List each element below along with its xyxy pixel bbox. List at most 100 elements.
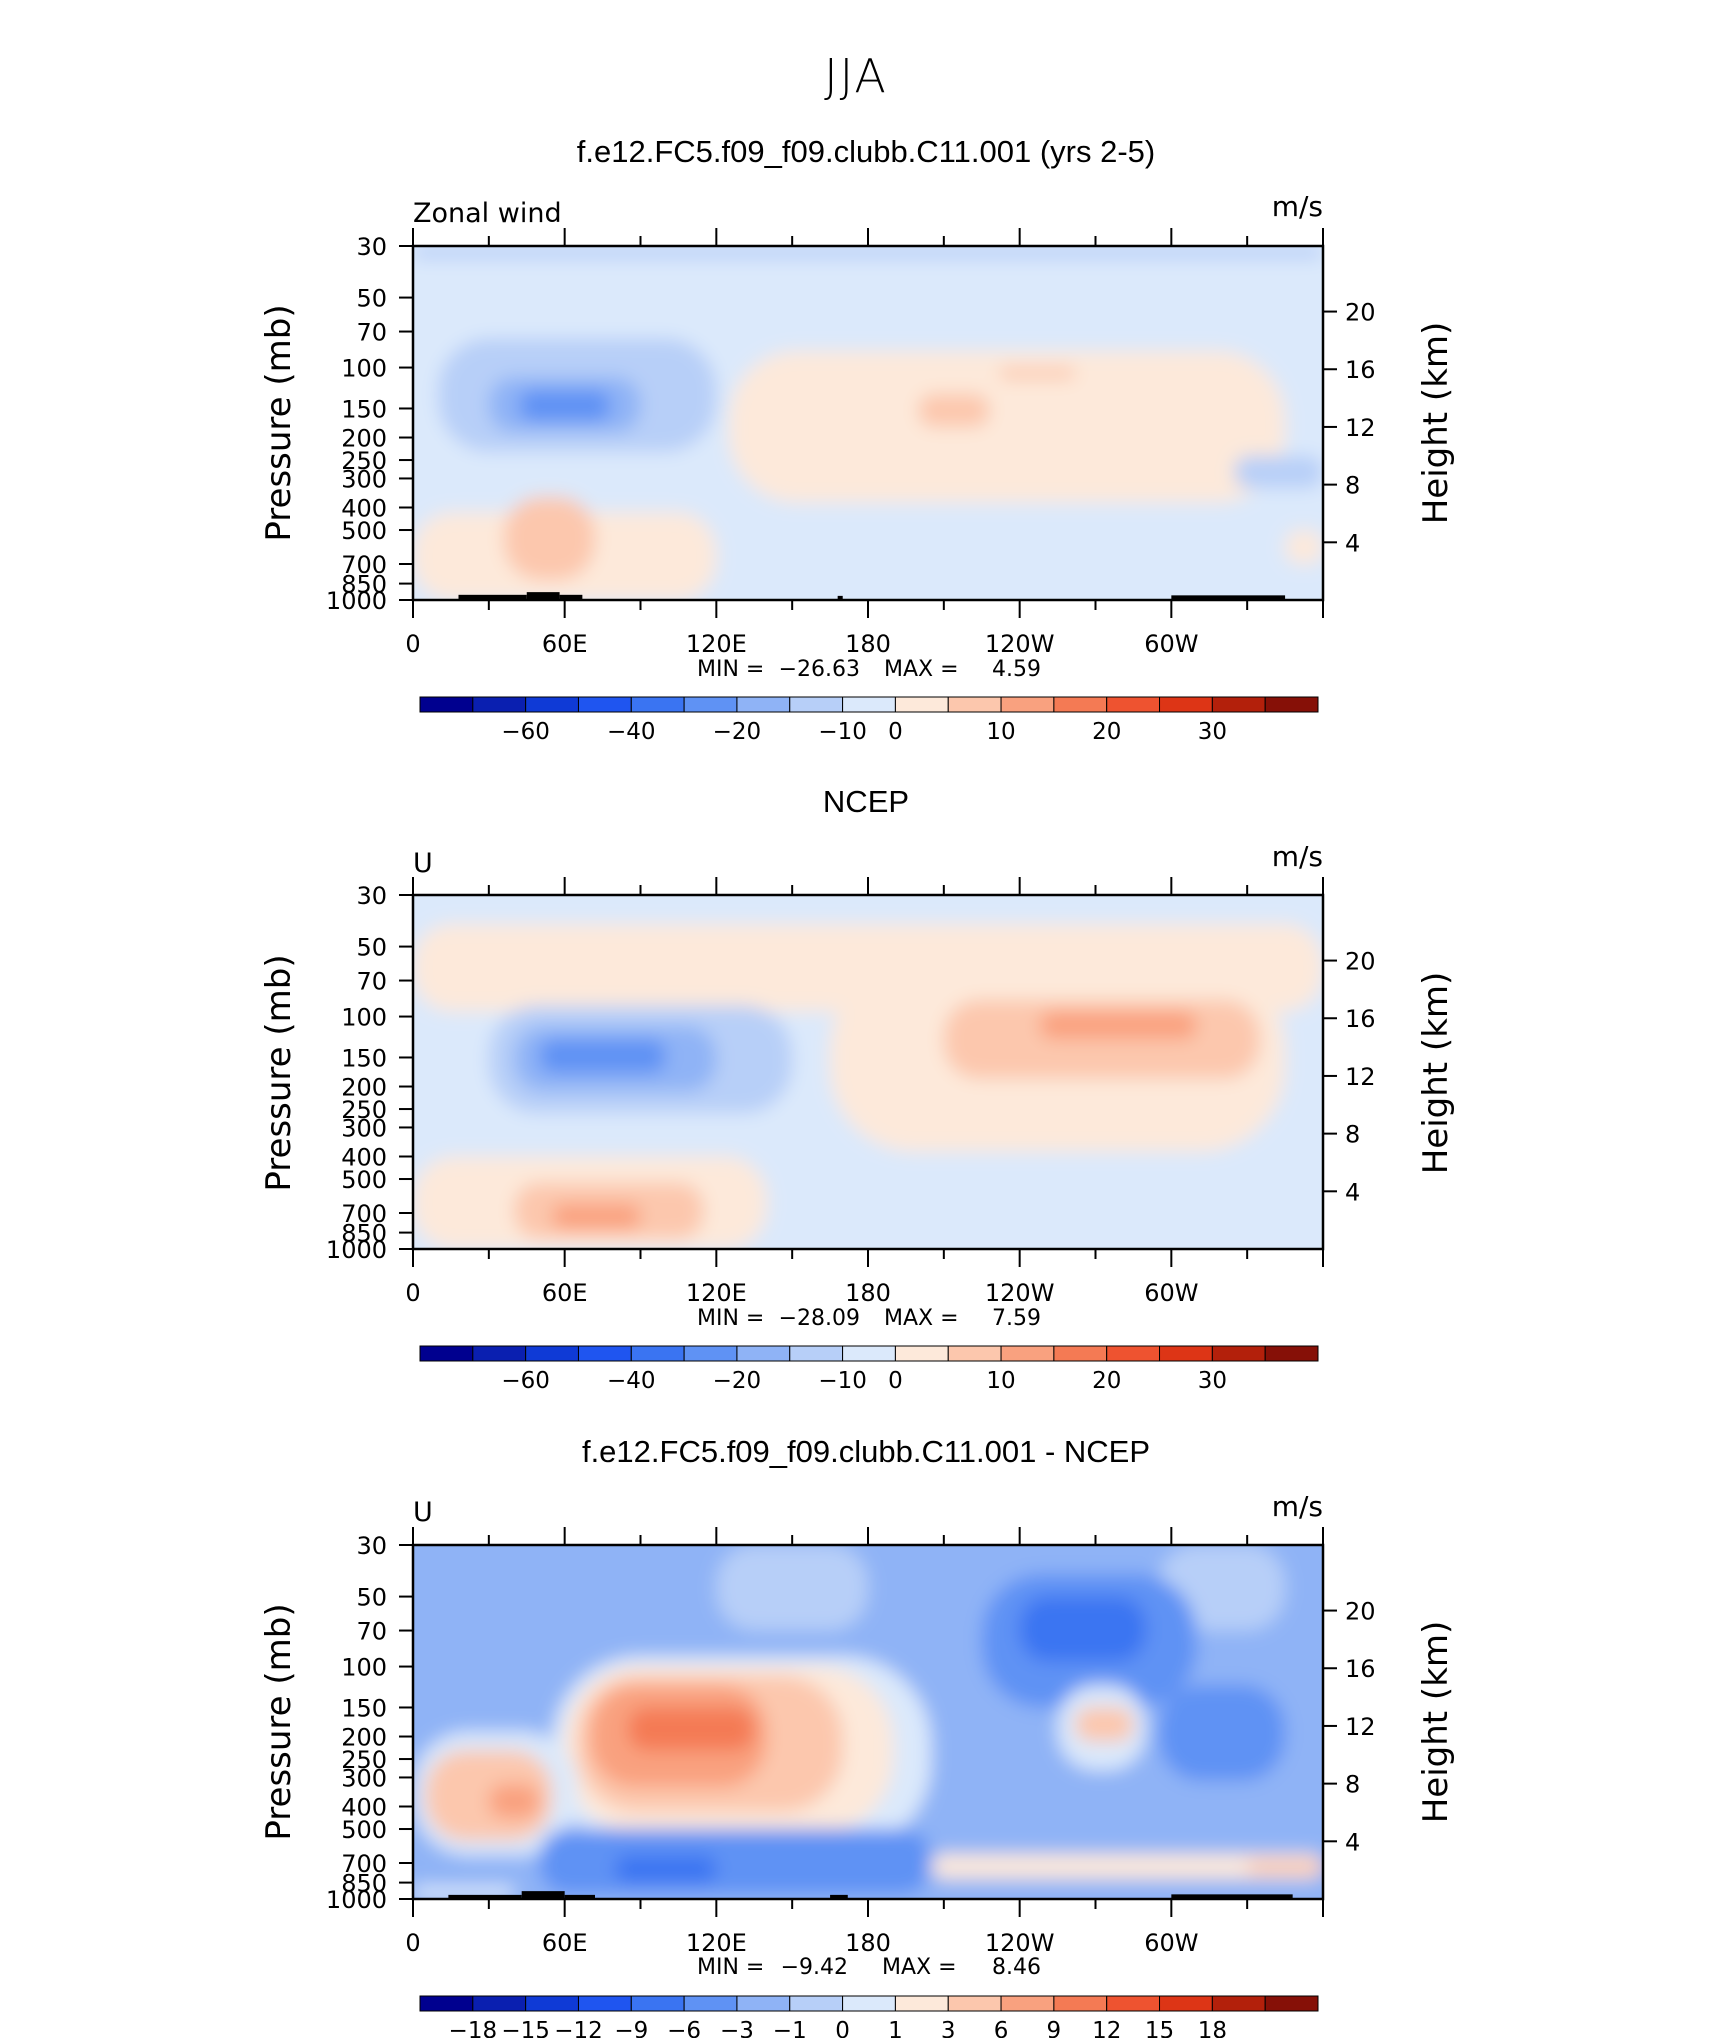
colorbar-tick-label: 20	[1092, 719, 1121, 745]
topography-block	[837, 595, 843, 600]
colorbar-swatch	[894, 696, 949, 713]
min-label: MIN =	[697, 657, 764, 682]
y-tick-label: 150	[341, 1044, 387, 1072]
colorbar-swatch	[947, 696, 1002, 713]
topography-block	[830, 1894, 848, 1899]
contour-region	[728, 351, 1286, 503]
x-tick-label: 120W	[985, 1929, 1055, 1957]
x-tick-label: 120W	[985, 630, 1055, 658]
x-tick-label: 180	[845, 1929, 891, 1957]
height-tick-label: 20	[1345, 1598, 1376, 1626]
max-value: 4.59	[992, 657, 1041, 682]
max-label: MAX =	[884, 1306, 959, 1331]
colorbar-swatch	[1211, 1995, 1266, 2012]
units-label: m/s	[1272, 190, 1323, 223]
colorbar-tick-label: −12	[554, 2018, 603, 2038]
y-axis-right: 20 16 12 8 4	[1323, 1598, 1376, 1856]
y-tick-label: 50	[356, 1584, 387, 1612]
contour-region	[552, 1203, 641, 1229]
topography-block	[448, 1894, 522, 1899]
contour-fill	[413, 895, 1323, 1249]
colorbar-tick-label: 0	[888, 719, 903, 745]
colorbar-swatch	[947, 1995, 1002, 2012]
y-axis-label: Pressure (mb)	[259, 954, 299, 1191]
colorbar-swatch	[1053, 696, 1108, 713]
colorbar-swatch	[630, 1345, 685, 1362]
height-tick-label: 4	[1345, 1828, 1360, 1856]
height-tick-label: 8	[1345, 472, 1360, 500]
colorbar-tick-label: 18	[1198, 2018, 1227, 2038]
panel-model: f.e12.FC5.f09_f09.clubb.C11.001 (yrs 2-5…	[259, 134, 1456, 745]
colorbar-swatch	[1159, 1345, 1213, 1362]
contour-fill	[413, 1545, 1323, 1899]
y-tick-label: 700	[341, 1850, 387, 1878]
height-tick-label: 16	[1345, 356, 1376, 384]
variable-label: Zonal wind	[413, 198, 562, 229]
y-tick-label: 300	[341, 1764, 387, 1792]
contour-region	[1075, 1707, 1134, 1742]
colorbar-tick-label: −6	[667, 2018, 701, 2038]
y-tick-label: 200	[341, 425, 387, 453]
colorbar-tick-label: −10	[818, 719, 867, 745]
colorbar-swatch	[472, 1995, 527, 2012]
colorbar-swatch	[1211, 1345, 1266, 1362]
y-tick-label: 30	[356, 1532, 387, 1560]
y-tick-label: 100	[341, 1004, 387, 1032]
colorbar-swatch	[736, 1995, 791, 2012]
y-tick-label: 500	[341, 1816, 387, 1844]
colorbar-swatch	[1106, 1995, 1161, 2012]
colorbar-swatch	[1211, 696, 1266, 713]
topography-block	[1171, 595, 1286, 600]
panel-title: NCEP	[823, 784, 909, 819]
colorbar-swatch	[1264, 696, 1319, 713]
colorbar-tick-label: 30	[1198, 1368, 1227, 1394]
colorbar-swatch	[419, 1345, 474, 1362]
y-tick-label: 400	[341, 494, 387, 522]
colorbar-tick-label: 0	[835, 2018, 850, 2038]
colorbar-tick-label: −1	[773, 2018, 807, 2038]
panel-ncep: NCEP U m/s 30507010015020025030040050070…	[259, 784, 1456, 1394]
y-axis-right: 20 16 12 8 4	[1323, 299, 1376, 557]
y-tick-label: 700	[341, 1200, 387, 1228]
contour-region	[519, 390, 611, 422]
colorbar-swatch	[683, 1995, 738, 2012]
y-tick-label: 400	[341, 1143, 387, 1171]
y-tick-label: 500	[341, 1166, 387, 1194]
colorbar-swatch	[789, 696, 844, 713]
min-value: −28.09	[779, 1306, 860, 1331]
x-tick-label: 60W	[1144, 1929, 1198, 1957]
topography-mask	[448, 1891, 1293, 1899]
colorbar-swatch	[577, 1345, 632, 1362]
contour-region	[931, 1853, 1323, 1879]
colorbar-swatch	[1000, 1345, 1055, 1362]
y-tick-label: 850	[341, 1870, 387, 1898]
x-tick-label: 0	[405, 1929, 420, 1957]
variable-label: U	[413, 848, 433, 879]
y-tick-label: 50	[356, 285, 387, 313]
y-tick-label: 1000	[326, 1886, 387, 1914]
y-tick-label: 300	[341, 1114, 387, 1142]
y-tick-label: 1000	[326, 587, 387, 615]
y-tick-label: 850	[341, 571, 387, 599]
x-tick-label: 120E	[686, 1279, 747, 1307]
colorbar-swatch	[1000, 696, 1055, 713]
colorbar: −18 −15 −12 −9 −6 −3 −1 0 1 3 6 9 12 15 18	[419, 1995, 1319, 2038]
colorbar-swatch	[1106, 1345, 1161, 1362]
y-axis-right: 20 16 12 8 4	[1323, 948, 1376, 1206]
topography-block	[521, 1891, 565, 1899]
colorbar-swatch	[1159, 696, 1213, 713]
y-tick-label: 70	[356, 319, 387, 347]
contour-region	[1285, 530, 1323, 564]
height-tick-label: 4	[1345, 529, 1360, 557]
colorbar-tick-label: −3	[720, 2018, 754, 2038]
y-tick-label: 70	[356, 968, 387, 996]
contour-region	[504, 496, 595, 580]
colorbar-swatch	[947, 1345, 1002, 1362]
x-tick-label: 60W	[1144, 1279, 1198, 1307]
x-axis: 0 60E 120E 180 120W 60W	[405, 1527, 1324, 1957]
colorbar-tick-label: −60	[501, 1368, 550, 1394]
y-tick-label: 200	[341, 1724, 387, 1752]
